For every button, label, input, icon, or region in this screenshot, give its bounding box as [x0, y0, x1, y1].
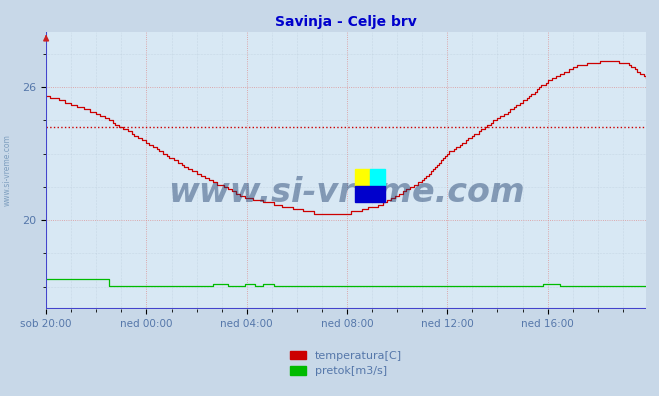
- Text: www.si-vreme.com: www.si-vreme.com: [167, 176, 525, 209]
- Bar: [355, 169, 370, 186]
- Legend: temperatura[C], pretok[m3/s]: temperatura[C], pretok[m3/s]: [285, 346, 407, 381]
- Text: www.si-vreme.com: www.si-vreme.com: [3, 134, 12, 206]
- Title: Savinja - Celje brv: Savinja - Celje brv: [275, 15, 417, 29]
- Bar: [355, 186, 385, 202]
- Bar: [370, 169, 385, 186]
